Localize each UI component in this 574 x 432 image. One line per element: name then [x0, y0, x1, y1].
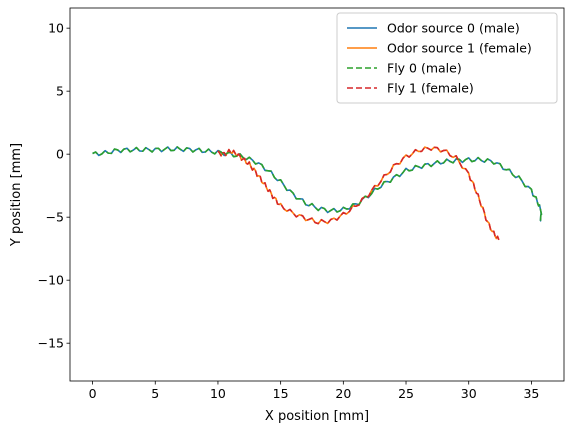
x-tick-label: 5 [151, 386, 159, 401]
legend-entry-label: Odor source 0 (male) [387, 21, 520, 36]
y-tick-label: 5 [56, 84, 64, 99]
legend: Odor source 0 (male) Odor source 1 (femal… [337, 13, 557, 103]
y-axis-label: Y position [mm] [9, 143, 24, 247]
y-tick-label: −10 [38, 273, 64, 288]
x-tick-label: 25 [398, 386, 414, 401]
x-tick-label: 20 [335, 386, 351, 401]
x-tick-label: 0 [89, 386, 97, 401]
legend-entry-label: Fly 1 (female) [387, 81, 474, 96]
y-tick-label: −5 [46, 210, 64, 225]
x-tick-label: 35 [523, 386, 539, 401]
x-tick-label: 10 [210, 386, 226, 401]
y-tick-label: −15 [38, 336, 64, 351]
legend-entry-label: Odor source 1 (female) [387, 41, 532, 56]
x-tick-label: 30 [461, 386, 477, 401]
x-axis-label: X position [mm] [265, 409, 369, 424]
y-tick-label: 10 [48, 21, 64, 36]
y-tick-label: 0 [56, 147, 64, 162]
x-tick-label: 15 [273, 386, 289, 401]
legend-entry-label: Fly 0 (male) [387, 61, 462, 76]
